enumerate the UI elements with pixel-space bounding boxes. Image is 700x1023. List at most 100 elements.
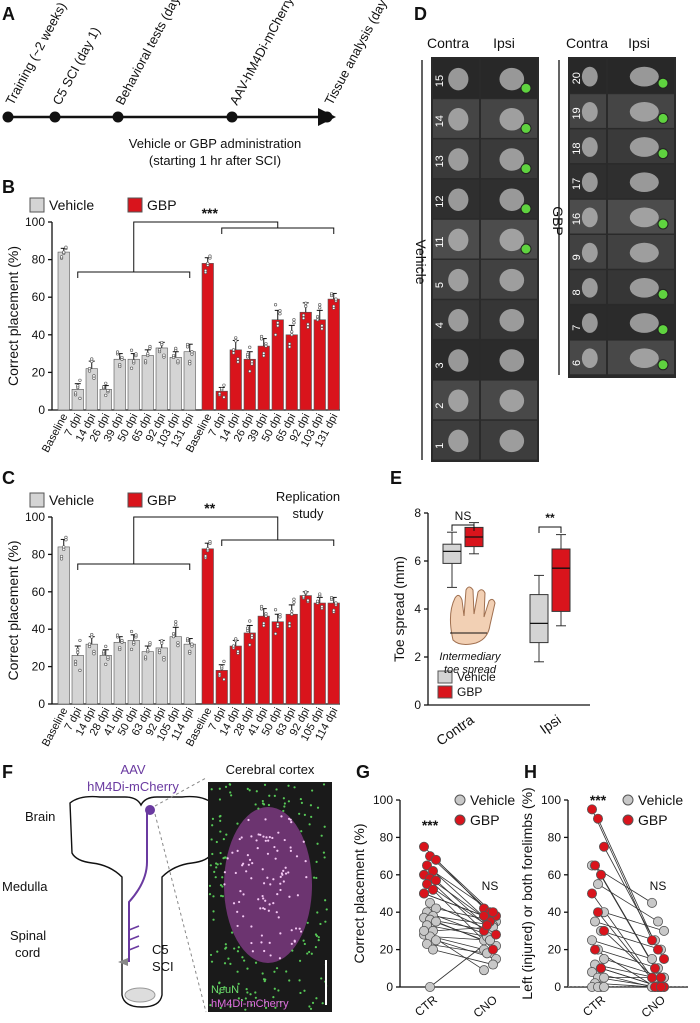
- pair-line: [591, 893, 653, 978]
- cell: [257, 833, 260, 836]
- cell: [211, 817, 215, 821]
- point-ctr: [424, 982, 435, 993]
- y-tick-label: 20: [548, 943, 562, 957]
- data-point: [245, 352, 250, 357]
- animal-id: 3: [434, 362, 446, 368]
- y-tick-label: 40: [32, 622, 46, 636]
- data-point: [160, 340, 164, 345]
- cell: [221, 876, 224, 879]
- panel-h-points: 0 20 40 60 80 100 Left (injured) or both forel…: [519, 787, 688, 1020]
- cell: [279, 1000, 282, 1004]
- cell: [268, 903, 271, 906]
- pair-line: [426, 865, 488, 920]
- y-tick-label: 20: [32, 365, 46, 379]
- data-point: [301, 316, 306, 320]
- cell: [210, 960, 214, 963]
- point-ctr: [590, 916, 601, 927]
- cell: [254, 996, 257, 999]
- cell: [311, 1001, 315, 1004]
- tract-terminals: [128, 925, 140, 951]
- cell: [212, 895, 215, 898]
- cell: [273, 970, 276, 973]
- data-point: [132, 359, 136, 363]
- data-point: [78, 396, 82, 400]
- cell: [238, 900, 241, 904]
- y-tick-label: 0: [414, 698, 421, 712]
- bracket-between: [133, 221, 279, 272]
- data-point: [301, 313, 306, 317]
- data-point: [64, 245, 68, 249]
- cell: [229, 1005, 232, 1008]
- col-ipsi-vehicle: Ipsi: [493, 35, 515, 51]
- paw-shape: [499, 148, 525, 171]
- y-tick-label: 60: [548, 868, 562, 882]
- animal-id: 18: [571, 143, 583, 155]
- cell: [244, 1008, 247, 1011]
- point-ctr: [590, 860, 601, 871]
- data-point: [273, 333, 278, 337]
- data-point: [59, 255, 64, 259]
- cell: [236, 924, 239, 928]
- placement-dot: [520, 122, 532, 134]
- point-ctr: [430, 916, 441, 927]
- cell: [221, 895, 224, 898]
- panel-h-chart: H 0 20 40 60 80 100 Left (injured) or both for…: [519, 762, 688, 1020]
- y-tick-label: 20: [32, 660, 46, 674]
- data-point: [222, 659, 226, 663]
- point-ctr: [430, 935, 441, 946]
- data-point: [174, 346, 178, 350]
- cell: [305, 876, 308, 879]
- animal-id: 15: [434, 75, 446, 87]
- data-point: [264, 342, 268, 346]
- cell: [282, 797, 285, 800]
- timeline-dot: [49, 111, 61, 123]
- pair-line: [597, 818, 659, 950]
- point-ctr: [599, 841, 610, 852]
- paw-shape: [581, 101, 598, 122]
- pair-line: [426, 924, 488, 937]
- animal-id: 20: [571, 72, 583, 84]
- cell: [277, 989, 280, 992]
- cell: [283, 802, 286, 805]
- paw-shape: [448, 108, 469, 131]
- cell: [264, 818, 267, 821]
- data-point: [115, 633, 120, 637]
- point-ctr: [590, 944, 601, 955]
- cell: [209, 1004, 212, 1007]
- data-point: [73, 662, 78, 666]
- cell: [312, 876, 316, 879]
- cell: [266, 876, 269, 879]
- pair-line: [426, 943, 488, 954]
- cell: [264, 899, 267, 902]
- cell: [242, 862, 245, 865]
- cell: [269, 883, 272, 886]
- cell: [223, 962, 227, 965]
- data-point: [220, 387, 224, 391]
- data-point: [148, 344, 152, 349]
- data-point: [129, 348, 134, 352]
- cell: [261, 799, 264, 803]
- cell: [272, 878, 275, 881]
- data-point: [174, 620, 178, 624]
- cell: [218, 798, 222, 801]
- cell: [246, 967, 249, 970]
- inset-text-2: toe spread: [444, 664, 497, 676]
- panel-e-chart: E 0 2 4 6 8 Toe spread (mm) Contra Ipsi NS ** Vehi…: [390, 468, 590, 749]
- point-ctr: [418, 841, 429, 852]
- y-tick-label: 80: [32, 253, 46, 267]
- data-point: [132, 640, 136, 644]
- mcherry-label: hM4Di-mCherry: [211, 998, 289, 1010]
- paw-shape: [629, 101, 659, 122]
- cell: [256, 847, 259, 850]
- cell: [288, 979, 291, 982]
- sig-cno: NS: [650, 879, 667, 893]
- box: [442, 543, 462, 564]
- sig-cno: NS: [482, 879, 499, 893]
- y-tick-label: 40: [32, 328, 46, 342]
- data-point: [104, 381, 108, 385]
- cell: [273, 987, 276, 990]
- cell: [250, 1003, 253, 1006]
- y-tick-label: 80: [32, 547, 46, 561]
- point-cno: [659, 925, 670, 936]
- cell: [250, 925, 253, 928]
